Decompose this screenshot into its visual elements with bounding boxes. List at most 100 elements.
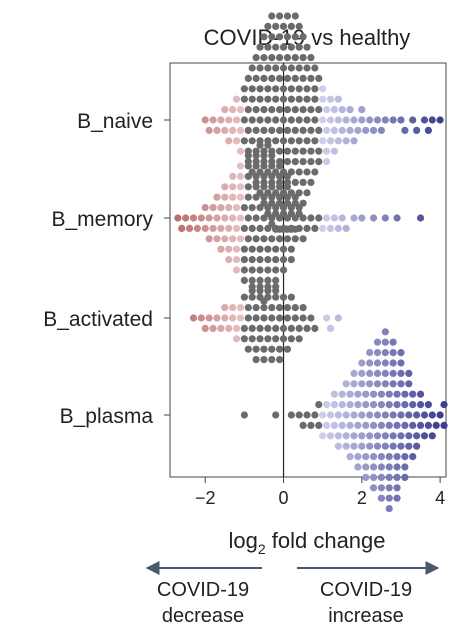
data-point-b-activated bbox=[279, 324, 288, 332]
data-point-b-memory bbox=[264, 204, 272, 212]
data-point-b-plasma bbox=[319, 432, 327, 440]
data-point-b-naive bbox=[240, 137, 248, 145]
data-point-b-memory bbox=[260, 172, 268, 180]
data-point-b-naive bbox=[287, 22, 295, 30]
data-point-b-naive bbox=[307, 158, 315, 166]
data-point-b-naive bbox=[229, 126, 237, 134]
data-point-b-plasma bbox=[381, 442, 389, 450]
data-point-b-naive bbox=[373, 116, 382, 124]
data-point-b-naive bbox=[276, 54, 284, 62]
data-point-b-naive bbox=[342, 116, 350, 124]
data-point-b-naive bbox=[264, 22, 272, 30]
data-point-b-naive bbox=[272, 116, 280, 124]
data-point-b-activated bbox=[260, 345, 268, 353]
data-point-b-memory bbox=[291, 214, 299, 222]
data-point-b-memory bbox=[334, 224, 342, 232]
data-point-b-memory bbox=[287, 204, 295, 212]
data-point-b-memory bbox=[299, 235, 307, 243]
data-point-b-naive bbox=[295, 168, 303, 176]
data-point-b-activated bbox=[299, 304, 307, 312]
data-point-b-activated bbox=[213, 314, 221, 322]
data-point-b-naive bbox=[232, 137, 241, 145]
category-label-b-naive: B_naive bbox=[77, 110, 153, 133]
data-point-b-naive bbox=[264, 95, 272, 103]
data-point-b-activated bbox=[260, 314, 268, 322]
data-point-b-plasma bbox=[346, 453, 354, 461]
data-point-b-activated bbox=[260, 356, 268, 364]
data-point-b-plasma bbox=[401, 453, 409, 461]
data-point-b-memory bbox=[330, 214, 339, 222]
data-point-b-activated bbox=[240, 293, 248, 301]
data-point-b-naive bbox=[201, 116, 209, 124]
data-point-b-naive bbox=[311, 85, 319, 93]
data-point-b-activated bbox=[276, 345, 284, 353]
data-point-b-activated bbox=[311, 324, 319, 332]
data-point-b-activated bbox=[229, 304, 237, 312]
data-point-b-naive bbox=[217, 116, 225, 124]
data-point-b-plasma bbox=[381, 432, 389, 440]
data-point-b-plasma bbox=[346, 390, 354, 398]
data-point-b-plasma bbox=[405, 411, 413, 419]
data-point-b-memory bbox=[350, 214, 358, 222]
data-point-b-naive bbox=[397, 116, 405, 124]
data-point-b-memory bbox=[358, 214, 366, 222]
data-point-b-naive bbox=[232, 116, 241, 124]
data-point-b-naive bbox=[248, 137, 256, 145]
data-point-b-plasma bbox=[397, 442, 405, 450]
data-point-b-plasma bbox=[311, 411, 319, 419]
increase-label-line1: COVID-19 bbox=[320, 579, 412, 601]
data-point-b-memory bbox=[229, 183, 237, 191]
data-point-b-memory bbox=[260, 162, 268, 170]
data-point-b-memory bbox=[260, 214, 268, 222]
data-point-b-plasma bbox=[381, 411, 389, 419]
data-point-b-plasma bbox=[393, 463, 401, 471]
data-point-b-memory bbox=[236, 235, 245, 243]
data-point-b-plasma bbox=[381, 328, 389, 336]
data-point-b-plasma bbox=[358, 380, 366, 388]
data-point-b-plasma bbox=[432, 421, 440, 429]
decrease-label-line1: COVID-19 bbox=[157, 579, 249, 601]
data-point-b-naive bbox=[287, 85, 295, 93]
data-point-b-plasma bbox=[358, 442, 366, 450]
data-point-b-naive bbox=[279, 64, 288, 72]
data-point-b-activated bbox=[276, 304, 284, 312]
data-point-b-memory bbox=[225, 224, 233, 232]
data-point-b-memory bbox=[272, 224, 280, 232]
data-point-b-naive bbox=[268, 74, 276, 82]
data-point-b-naive bbox=[240, 95, 248, 103]
data-point-b-memory bbox=[178, 224, 186, 232]
data-point-b-naive bbox=[287, 116, 295, 124]
data-point-b-memory bbox=[252, 172, 260, 180]
data-point-b-memory bbox=[248, 204, 256, 212]
data-point-b-memory bbox=[264, 266, 272, 274]
data-point-b-naive bbox=[338, 126, 346, 134]
data-point-b-plasma bbox=[342, 411, 350, 419]
data-point-b-naive bbox=[279, 95, 288, 103]
data-point-b-memory bbox=[244, 214, 252, 222]
data-point-b-memory bbox=[244, 183, 252, 191]
data-point-b-memory bbox=[276, 183, 284, 191]
data-point-b-naive bbox=[307, 106, 315, 114]
data-point-b-naive bbox=[303, 64, 311, 72]
data-point-b-plasma bbox=[338, 390, 346, 398]
data-point-b-naive bbox=[268, 106, 276, 114]
data-point-b-memory bbox=[252, 183, 260, 191]
data-point-b-plasma bbox=[389, 380, 397, 388]
data-point-b-naive bbox=[256, 43, 264, 51]
data-point-b-activated bbox=[189, 314, 198, 322]
data-point-b-naive bbox=[362, 126, 370, 134]
data-point-b-plasma bbox=[338, 421, 346, 429]
data-point-b-naive bbox=[323, 126, 331, 134]
plot-frame bbox=[169, 62, 447, 478]
data-point-b-memory bbox=[232, 266, 241, 274]
data-point-b-plasma bbox=[436, 411, 444, 419]
data-point-b-naive bbox=[350, 116, 358, 124]
data-point-b-plasma bbox=[389, 369, 397, 377]
data-point-b-memory bbox=[213, 193, 221, 201]
data-point-b-plasma bbox=[323, 421, 331, 429]
data-point-b-memory bbox=[279, 256, 288, 264]
data-point-b-memory bbox=[225, 245, 233, 253]
x-tick-label: 2 bbox=[357, 488, 367, 508]
data-point-b-naive bbox=[283, 33, 292, 41]
